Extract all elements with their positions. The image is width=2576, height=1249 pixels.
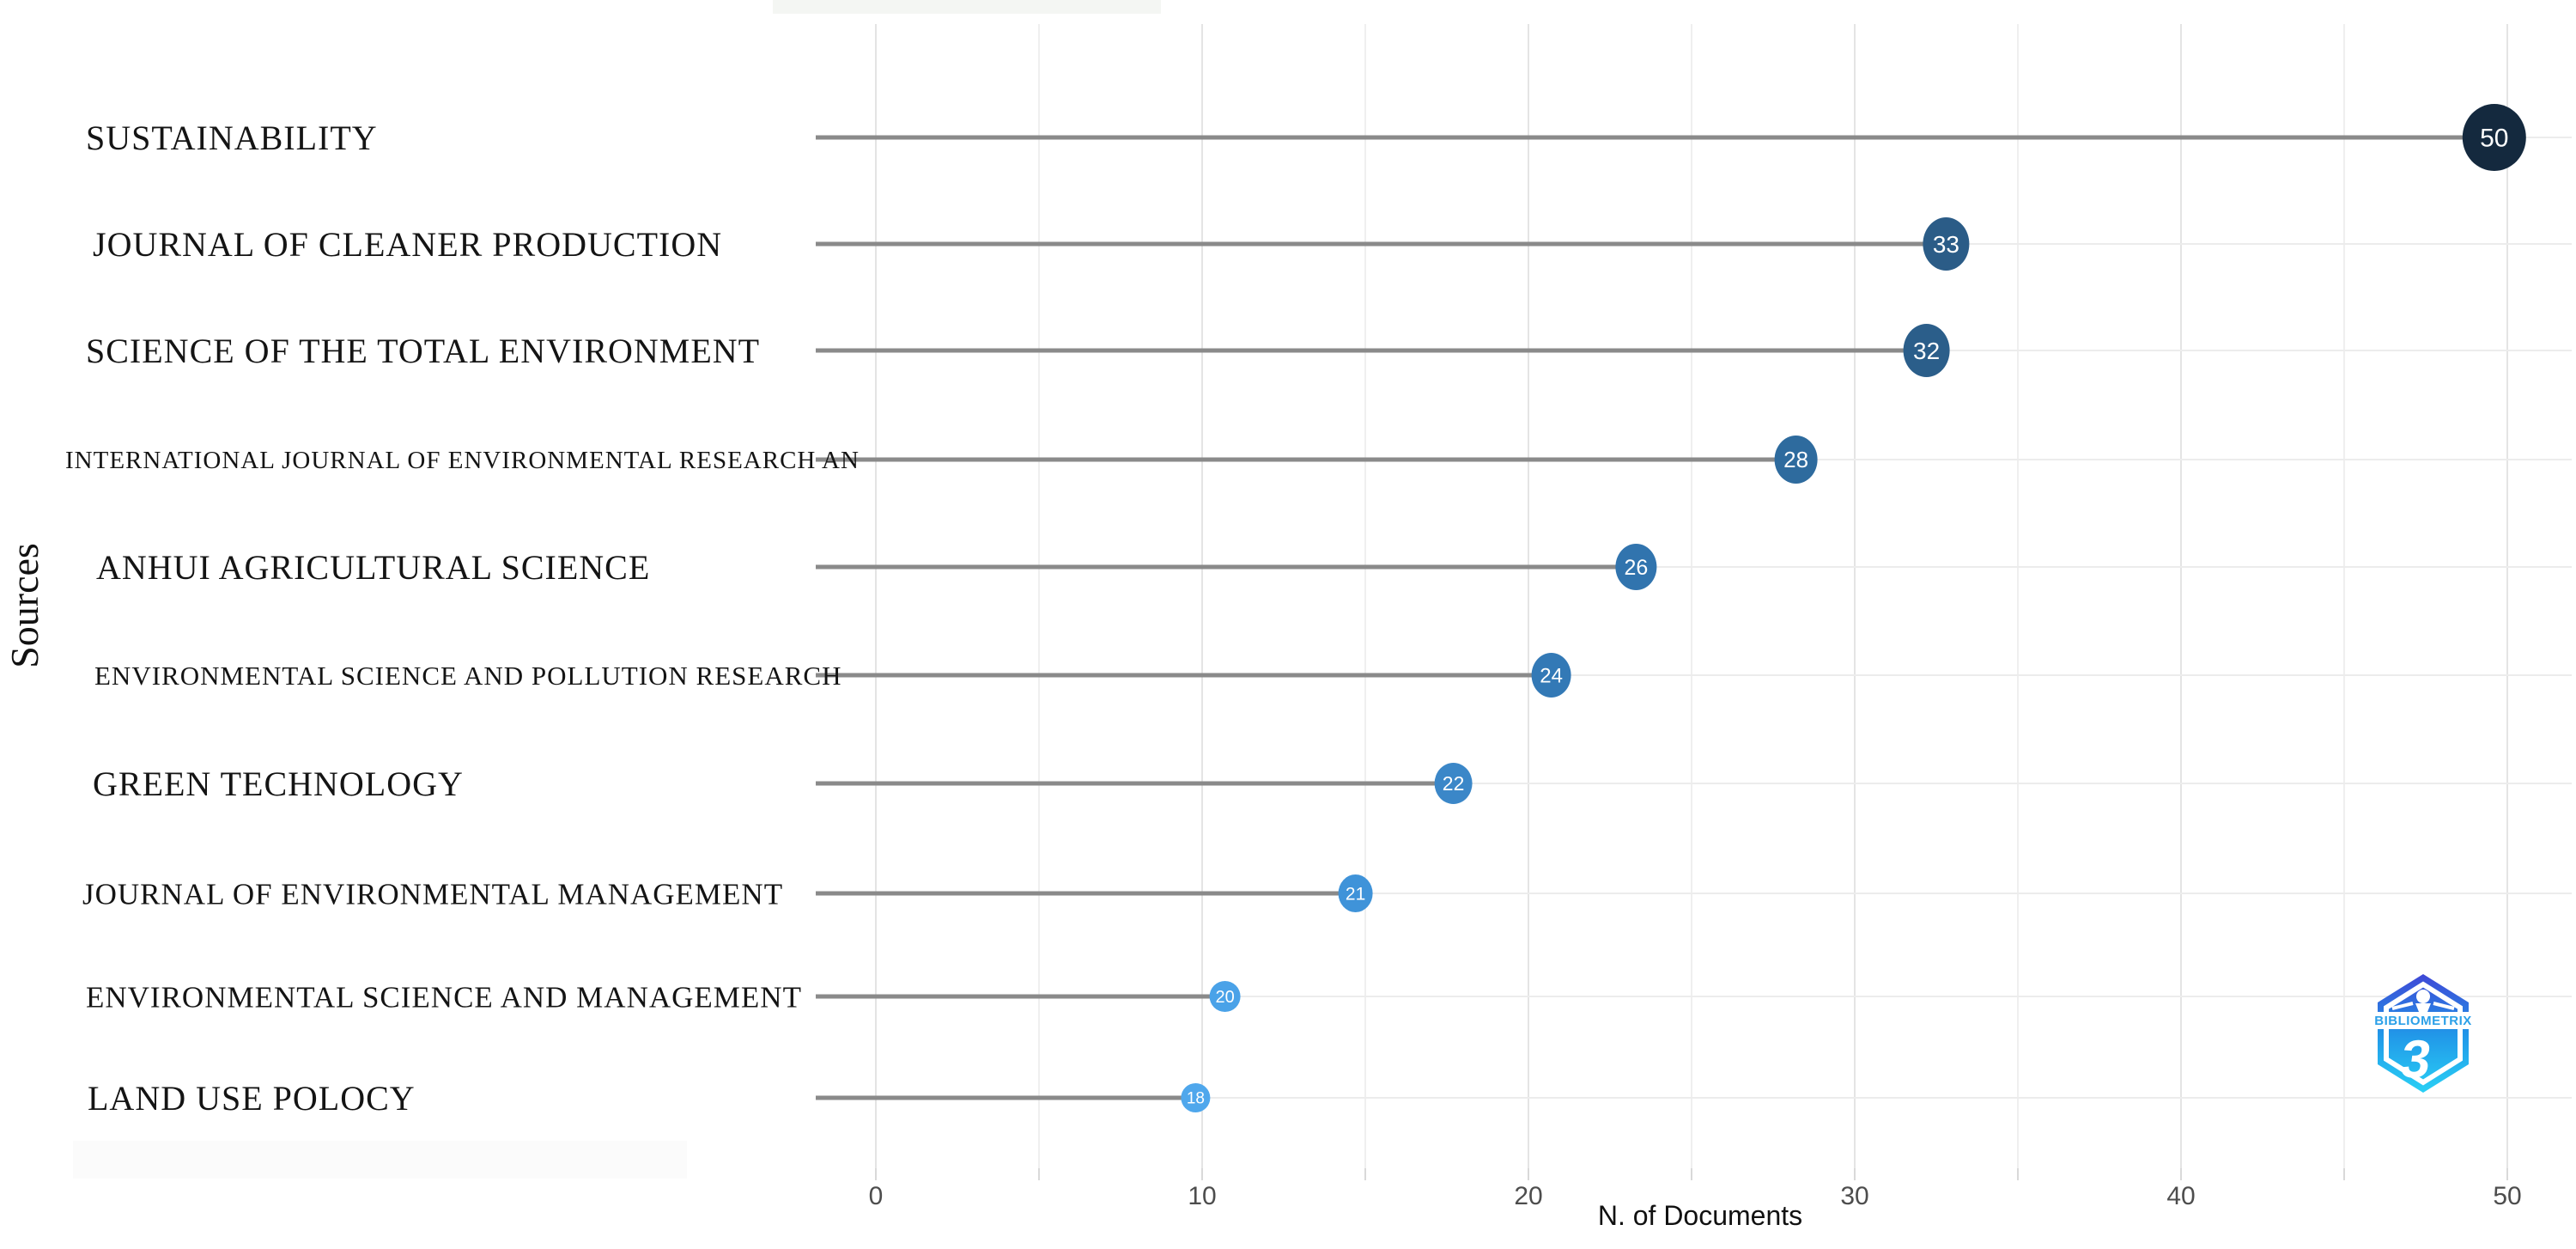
dot-value-label: 26 — [1624, 556, 1648, 580]
x-tick-label: 50 — [2493, 1182, 2521, 1210]
stem-layer — [816, 135, 2494, 1100]
logo-text: BIBLIOMETRIX — [2374, 1014, 2472, 1028]
category-label: ENVIRONMENTAL SCIENCE AND MANAGEMENT — [86, 980, 802, 1014]
top-edge-artifact-strip — [773, 0, 1161, 14]
bottom-left-artifact-band — [73, 1141, 687, 1179]
category-label: SCIENCE OF THE TOTAL ENVIRONMENT — [86, 332, 760, 370]
dot-value-label: 33 — [1933, 231, 1959, 258]
dot-value-label: 22 — [1443, 772, 1465, 795]
x-tick-label: 10 — [1188, 1182, 1216, 1210]
dot-value-label: 28 — [1783, 447, 1808, 472]
lollipop-dot — [1903, 324, 1950, 377]
category-label: ANHUI AGRICULTURAL SCIENCE — [96, 548, 650, 587]
category-label: INTERNATIONAL JOURNAL OF ENVIRONMENTAL R… — [65, 447, 860, 474]
dot-value-label: 32 — [1913, 338, 1940, 364]
x-axis-title: N. of Documents — [1598, 1200, 1802, 1231]
category-label: SUSTAINABILITY — [86, 119, 378, 157]
dot-value-label: 18 — [1187, 1090, 1205, 1108]
axis-layer: 0 10 20 30 40 50 — [869, 1168, 2522, 1210]
dot-value-label: 20 — [1215, 988, 1234, 1007]
category-label: LAND USE POLOCY — [88, 1079, 416, 1118]
y-axis-title: Sources — [3, 543, 46, 668]
lollipop-dot — [1774, 436, 1818, 484]
dot-layer: 50 33 32 28 26 24 22 21 20 18 — [1181, 104, 2526, 1112]
x-tick-label: 40 — [2166, 1182, 2195, 1210]
category-label: GREEN TECHNOLOGY — [93, 765, 464, 803]
category-label-layer: SUSTAINABILITY JOURNAL OF CLEANER PRODUCT… — [65, 119, 860, 1118]
lollipop-dot — [2462, 104, 2526, 171]
lollipop-dot — [1181, 1083, 1211, 1112]
bibliometrix-logo: BIBLIOMETRIX 3 — [2373, 974, 2473, 1093]
dot-value-label: 24 — [1540, 664, 1563, 687]
category-label: JOURNAL OF CLEANER PRODUCTION — [93, 225, 722, 264]
lollipop-dot — [1209, 981, 1241, 1012]
dot-value-label: 50 — [2480, 125, 2508, 153]
category-label: JOURNAL OF ENVIRONMENTAL MANAGEMENT — [82, 877, 783, 911]
lollipop-dot — [1434, 763, 1473, 804]
lollipop-dot — [1338, 874, 1373, 912]
logo-hexagon-inner-ring — [2384, 981, 2463, 1086]
x-tick-label: 0 — [869, 1182, 884, 1210]
lollipop-dot — [1531, 653, 1571, 698]
logo-text-band — [2373, 1012, 2473, 1029]
category-label: ENVIRONMENTAL SCIENCE AND POLLUTION RESE… — [94, 661, 841, 691]
logo-hexagon — [2378, 974, 2469, 1093]
dot-value-label: 21 — [1346, 884, 1365, 904]
x-tick-label: 30 — [1840, 1182, 1868, 1210]
lollipop-dot — [1923, 217, 1970, 271]
lollipop-dot — [1615, 544, 1657, 590]
logo-lighthouse-icon — [2391, 990, 2455, 1012]
x-tick-label: 20 — [1514, 1182, 1542, 1210]
